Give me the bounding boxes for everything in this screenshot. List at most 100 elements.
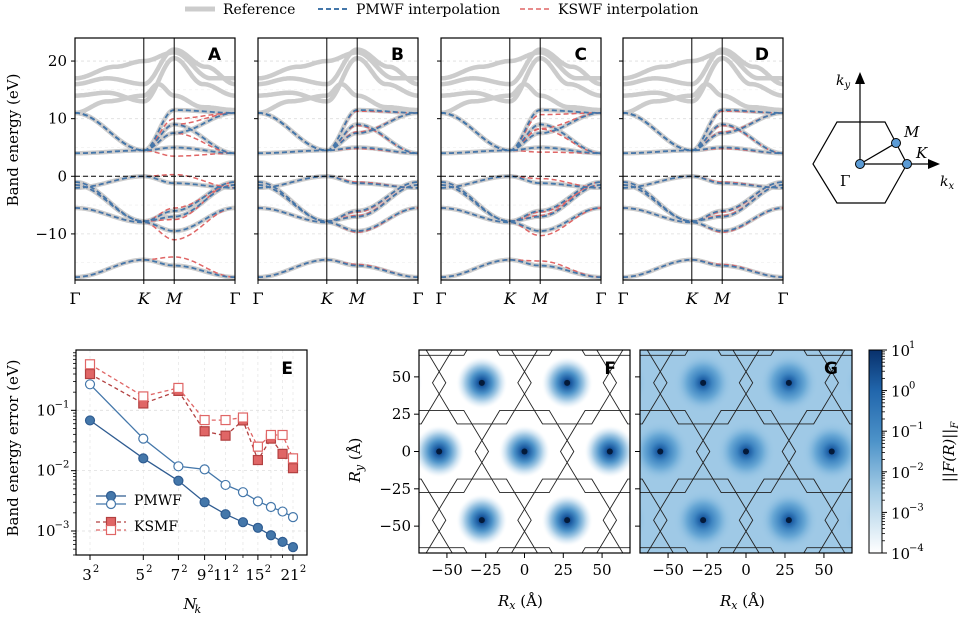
heatmap-peak-core bbox=[657, 448, 664, 455]
error-point bbox=[199, 464, 210, 475]
pmwf-band bbox=[441, 112, 601, 155]
error-series-0 bbox=[84, 415, 299, 553]
error-ytick-exponent: −1 bbox=[55, 399, 70, 410]
error-xtick-label: 21 bbox=[280, 566, 299, 584]
panel-letter-e: E bbox=[281, 359, 293, 379]
heatmap-peak bbox=[419, 506, 423, 534]
error-xtick-label: 5 bbox=[136, 566, 146, 584]
panel-letter: B bbox=[391, 45, 404, 65]
band-xtick-label: Γ bbox=[435, 289, 446, 308]
reference-band bbox=[441, 50, 601, 81]
wigner-seitz-cell bbox=[738, 478, 839, 553]
colorbar-gradient bbox=[868, 349, 883, 554]
heatmap-peak bbox=[640, 500, 648, 541]
kswf-band bbox=[74, 184, 236, 222]
heatmap-peak-core bbox=[607, 586, 613, 592]
heatmap-panel-f: −50 −25 0 25 50 50 25 0 −25 −50 F bbox=[379, 311, 631, 592]
error-legend-label: PMWF bbox=[134, 493, 182, 509]
gamma-m-path bbox=[859, 142, 897, 165]
pmwf-band bbox=[75, 207, 235, 232]
heatmap-field bbox=[630, 284, 862, 592]
wigner-seitz-cell bbox=[496, 350, 553, 356]
heatmap-panel-g: −50 −25 0 25 50 G bbox=[630, 284, 862, 592]
band-xtick-label: Γ bbox=[777, 289, 788, 308]
heatmap-peak-core bbox=[478, 379, 485, 386]
pmwf-band bbox=[258, 146, 418, 155]
wigner-seitz-cell bbox=[602, 350, 630, 425]
pmwf-band bbox=[623, 207, 783, 232]
error-series-line bbox=[89, 383, 294, 518]
heatmap-peak bbox=[626, 506, 630, 534]
error-ytick-label: 10 bbox=[36, 522, 55, 540]
error-xlabel-sub: k bbox=[195, 603, 202, 616]
heatmap-xtick-label: −50 bbox=[652, 561, 684, 579]
ky-arrow-icon bbox=[855, 72, 865, 84]
heatmap-peak-core bbox=[785, 379, 792, 386]
heatmap-ylabel: Ry (Å) bbox=[346, 438, 366, 484]
legend-kswf-label: KSWF interpolation bbox=[558, 2, 698, 18]
heatmap-peak-core bbox=[700, 517, 707, 524]
pmwf-band bbox=[623, 109, 783, 152]
heatmap-peak-core bbox=[785, 517, 792, 524]
heatmap-peak-core bbox=[521, 448, 528, 455]
error-point bbox=[220, 479, 231, 491]
error-point bbox=[237, 517, 249, 528]
heatmap-peak-core bbox=[700, 379, 707, 386]
m-label: M bbox=[903, 123, 920, 141]
wigner-seitz-cell bbox=[640, 478, 668, 553]
wigner-seitz-cell bbox=[581, 350, 630, 356]
band-ytick-label: 10 bbox=[48, 110, 67, 128]
reference-band bbox=[75, 81, 235, 116]
error-point bbox=[287, 542, 299, 553]
error-point bbox=[138, 391, 149, 402]
reference-band bbox=[623, 50, 783, 81]
colorbar-tick-label: 10 bbox=[891, 464, 910, 482]
pmwf-band bbox=[623, 258, 783, 278]
band-ytick-label: 20 bbox=[48, 52, 67, 70]
wigner-seitz-cell bbox=[517, 350, 618, 425]
heatmap-xtick-label: 25 bbox=[554, 561, 573, 579]
heatmap-peak-core bbox=[828, 448, 835, 455]
error-xtick-label: 9 bbox=[197, 566, 207, 584]
error-point bbox=[220, 414, 231, 426]
reference-band bbox=[623, 81, 783, 116]
wigner-seitz-cell bbox=[803, 350, 852, 356]
pmwf-band bbox=[623, 146, 783, 155]
band-xtick-label: Γ bbox=[229, 289, 240, 308]
colorbar-tick-label: 10 bbox=[891, 383, 910, 401]
heatmap-peak-core bbox=[436, 586, 442, 592]
wigner-seitz-cell bbox=[431, 350, 532, 425]
pmwf-band bbox=[75, 112, 235, 155]
band-xtick-label: M bbox=[531, 289, 549, 308]
error-point bbox=[265, 530, 277, 541]
gamma-label: Γ bbox=[840, 172, 850, 190]
heatmap-peak-core bbox=[607, 311, 613, 317]
band-xtick-label: Γ bbox=[412, 289, 423, 308]
heatmap-peak-core bbox=[606, 448, 613, 455]
band-panel-frame bbox=[622, 37, 784, 281]
heatmap-ytick-label: 0 bbox=[401, 443, 411, 461]
heatmap-peak-core bbox=[522, 311, 528, 317]
heatmap-peak bbox=[802, 284, 862, 345]
heatmap-ytick-label: 25 bbox=[392, 405, 411, 423]
colorbar-tick-label: 10 bbox=[891, 504, 910, 522]
panel-letter: G bbox=[824, 359, 838, 379]
pmwf-band bbox=[258, 112, 418, 152]
heatmap-peak-core bbox=[564, 379, 571, 386]
colorbar-tick-label: 10 bbox=[891, 342, 910, 360]
heatmap-peak bbox=[630, 284, 690, 345]
band-xtick-label: K bbox=[137, 289, 151, 308]
kswf-band bbox=[75, 112, 235, 152]
heatmap-peak-core bbox=[436, 448, 443, 455]
heatmap-peak-core bbox=[657, 586, 663, 592]
pmwf-band bbox=[622, 181, 784, 223]
reference-band bbox=[75, 47, 236, 87]
error-xlabel: N bbox=[183, 595, 198, 613]
pmwf-band bbox=[258, 109, 418, 152]
heatmap-xtick-label: −50 bbox=[431, 561, 463, 579]
wigner-seitz-cell bbox=[781, 409, 852, 494]
error-point bbox=[277, 536, 288, 547]
wigner-seitz-cell bbox=[419, 547, 468, 553]
band-xtick-label: Γ bbox=[617, 289, 628, 308]
